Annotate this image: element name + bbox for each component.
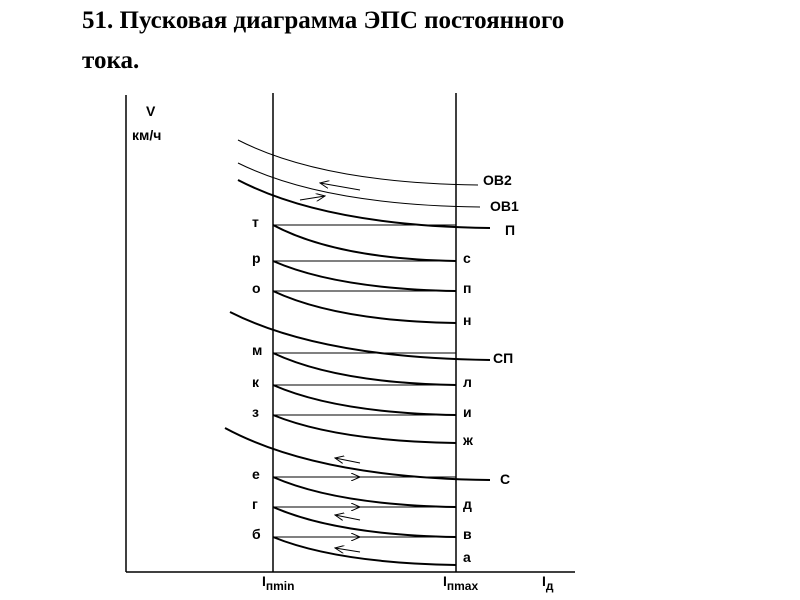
arrow [335,458,361,463]
characteristic [237,139,479,186]
left-point-label: г [252,496,258,512]
characteristic [272,476,457,508]
characteristic [237,179,491,229]
y-unit: км/ч [132,127,161,143]
curve-label: П [505,222,515,238]
left-point-label: б [252,526,261,542]
right-point-label: л [463,374,472,390]
left-point-label: т [252,214,259,230]
right-point-label: с [463,250,471,266]
left-point-label: м [252,342,262,358]
arrow [335,515,361,520]
title: тока. [82,47,139,74]
left-point-label: з [252,404,259,420]
characteristic [272,260,457,292]
right-point-label: п [463,280,471,296]
left-point-label: р [252,250,261,266]
characteristic [272,414,457,444]
curve-label: С [500,471,510,487]
arrow [335,548,361,552]
curves: ОВ2 ОВ1 П СП Ст ро мкз егб спн лиж два [224,139,519,566]
y-label: V [146,103,156,119]
x-min-label: Iпmin [262,573,294,593]
characteristic [272,384,457,416]
characteristic [272,536,457,566]
right-point-label: в [463,526,472,542]
right-point-label: и [463,404,472,420]
characteristic [272,352,457,386]
characteristic [272,290,457,324]
curve-label: ОВ1 [490,198,519,214]
right-point-label: д [463,496,472,512]
x-max-label: Iпmax [443,573,478,593]
left-point-label: е [252,466,260,482]
arrow [299,196,325,200]
right-point-label: н [463,312,471,328]
characteristic [272,506,457,538]
right-point-label: а [463,549,471,565]
x-label: Iд [542,573,554,593]
right-point-label: ж [462,432,474,448]
characteristic [224,427,491,481]
characteristic [237,162,481,208]
characteristic [272,224,457,262]
arrow [320,183,361,191]
curve-label: ОВ2 [483,172,512,188]
curve-label: СП [493,350,513,366]
characteristic [229,311,491,361]
title: 51. Пусковая диаграмма ЭПС постоянного [82,7,564,34]
left-point-label: о [252,280,261,296]
left-point-label: к [252,374,260,390]
